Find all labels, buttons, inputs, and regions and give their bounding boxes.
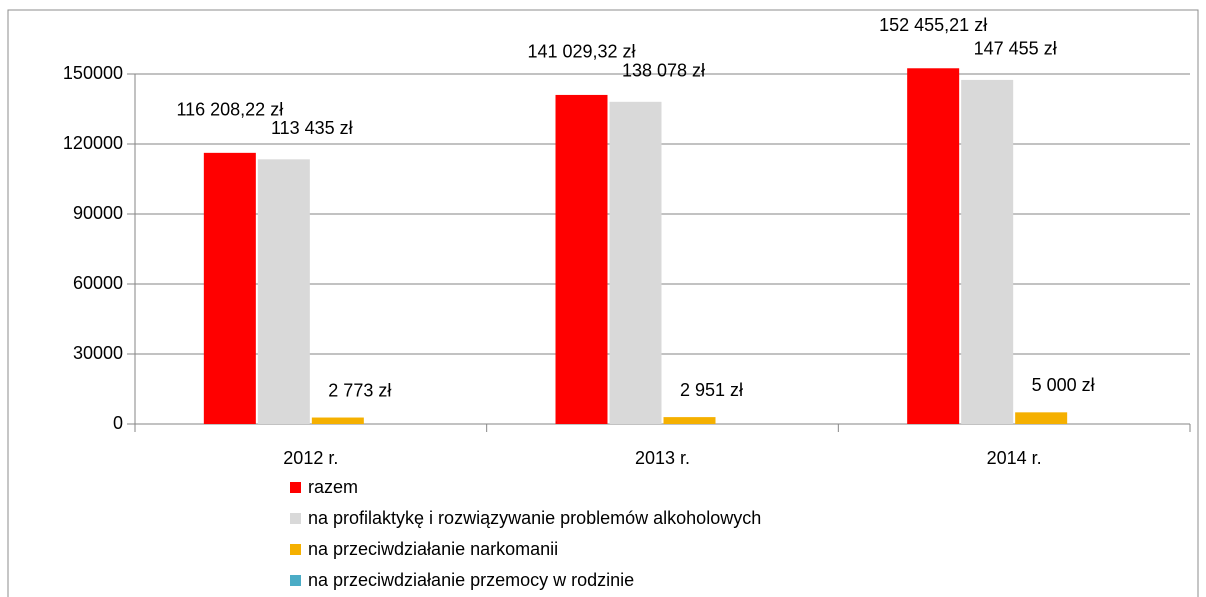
data-label: 2 951 zł bbox=[680, 380, 743, 400]
legend-swatch bbox=[290, 575, 301, 586]
x-tick-label: 2014 r. bbox=[987, 448, 1042, 468]
legend-label: na przeciwdziałanie narkomanii bbox=[308, 539, 558, 559]
y-tick-label: 30000 bbox=[73, 343, 123, 363]
x-tick-label: 2013 r. bbox=[635, 448, 690, 468]
legend-swatch bbox=[290, 513, 301, 524]
legend-label: na przeciwdziałanie przemocy w rodzinie bbox=[308, 570, 634, 590]
legend-swatch bbox=[290, 482, 301, 493]
data-label: 152 455,21 zł bbox=[879, 15, 987, 35]
bar bbox=[257, 159, 310, 424]
data-label: 116 208,22 zł bbox=[176, 100, 283, 120]
bar bbox=[203, 152, 256, 425]
y-tick-label: 150000 bbox=[63, 63, 123, 83]
data-label: 141 029,32 zł bbox=[527, 42, 635, 62]
legend-label: na profilaktykę i rozwiązywanie problemó… bbox=[308, 508, 761, 528]
y-tick-label: 120000 bbox=[63, 133, 123, 153]
y-tick-label: 90000 bbox=[73, 203, 123, 223]
data-label: 138 078 zł bbox=[622, 61, 705, 81]
data-label: 113 435 zł bbox=[271, 118, 353, 138]
data-label: 147 455 zł bbox=[974, 39, 1057, 59]
data-label: 5 000 zł bbox=[1032, 375, 1095, 395]
chart-frame bbox=[7, 9, 1199, 597]
legend-swatch bbox=[290, 544, 301, 555]
bar bbox=[961, 79, 1014, 425]
bar bbox=[663, 417, 716, 424]
bar bbox=[1015, 412, 1068, 424]
y-tick-label: 60000 bbox=[73, 273, 123, 293]
bar bbox=[311, 417, 364, 424]
data-label: 2 773 zł bbox=[328, 380, 391, 400]
y-tick-label: 0 bbox=[113, 413, 123, 433]
legend-label: razem bbox=[308, 477, 358, 497]
bar bbox=[609, 101, 662, 425]
bar bbox=[555, 94, 608, 425]
x-tick-label: 2012 r. bbox=[283, 448, 338, 468]
bar bbox=[907, 68, 960, 424]
